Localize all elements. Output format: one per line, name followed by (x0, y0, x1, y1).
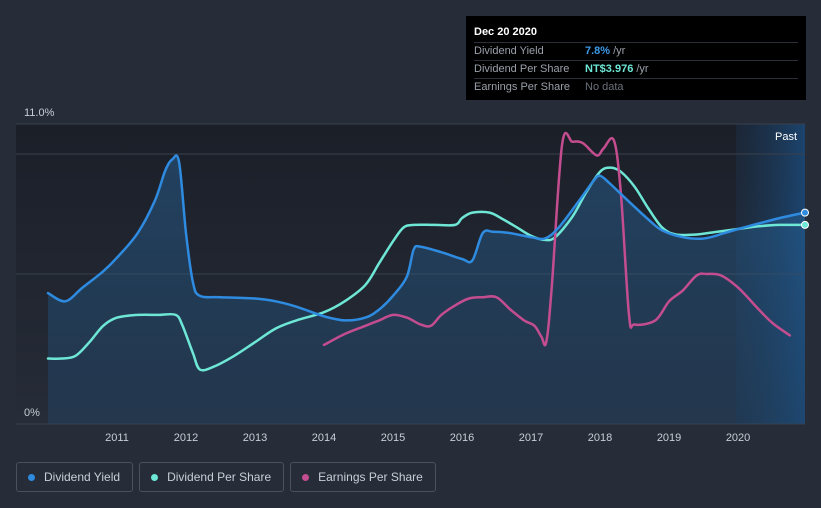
legend: Dividend Yield Dividend Per Share Earnin… (16, 462, 436, 492)
past-label: Past (775, 131, 797, 143)
tooltip-label: Dividend Per Share (474, 63, 570, 75)
legend-item-dividend-per-share[interactable]: Dividend Per Share (139, 462, 285, 492)
x-tick-label: 2018 (588, 432, 612, 444)
tooltip-row-dividend-per-share: Dividend Per Share NT$3.976 /yr (474, 60, 798, 78)
y-axis-max-label: 11.0% (24, 107, 55, 119)
tooltip-value: 7.8% (585, 45, 611, 57)
legend-item-dividend-yield[interactable]: Dividend Yield (16, 462, 134, 492)
tooltip-date: Dec 20 2020 (474, 26, 537, 38)
tooltip-value: No data (585, 81, 624, 93)
legend-item-earnings-per-share[interactable]: Earnings Per Share (290, 462, 436, 492)
tooltip-label: Earnings Per Share (474, 81, 570, 93)
x-tick-label: 2017 (519, 432, 543, 444)
legend-label: Earnings Per Share (318, 470, 423, 484)
dividend-yield-area (48, 155, 805, 424)
tooltip-unit: /yr (636, 63, 649, 75)
x-tick-label: 2012 (174, 432, 198, 444)
x-tick-label: 2014 (312, 432, 336, 444)
dividend-yield-end-marker (801, 208, 809, 217)
tooltip-row-dividend-yield: Dividend Yield 7.8% /yr (474, 42, 798, 60)
tooltip-value: NT$3.976 (585, 63, 634, 75)
x-tick-label: 2013 (243, 432, 267, 444)
legend-label: Dividend Per Share (167, 470, 272, 484)
tooltip-unit: /yr (613, 45, 626, 57)
x-tick-label: 2011 (105, 432, 129, 444)
dividend-per-share-line (46, 166, 807, 372)
dividend-yield-line (46, 154, 807, 322)
legend-dot-icon (151, 473, 159, 481)
x-tick-label: 2016 (450, 432, 474, 444)
legend-dot-icon (302, 473, 310, 481)
earnings-per-share-line (322, 131, 792, 347)
x-tick-label: 2020 (726, 432, 750, 444)
dividend-per-share-end-marker (801, 220, 809, 229)
tooltip-label: Dividend Yield (474, 45, 544, 57)
legend-label: Dividend Yield (44, 470, 121, 484)
x-tick-label: 2015 (381, 432, 405, 444)
y-axis-min-label: 0% (24, 407, 40, 419)
tooltip-row-earnings-per-share: Earnings Per Share No data (474, 78, 798, 96)
legend-dot-icon (28, 473, 35, 481)
tooltip-panel: Dec 20 2020 Dividend Yield 7.8% /yr Divi… (466, 16, 806, 100)
x-tick-label: 2019 (657, 432, 681, 444)
